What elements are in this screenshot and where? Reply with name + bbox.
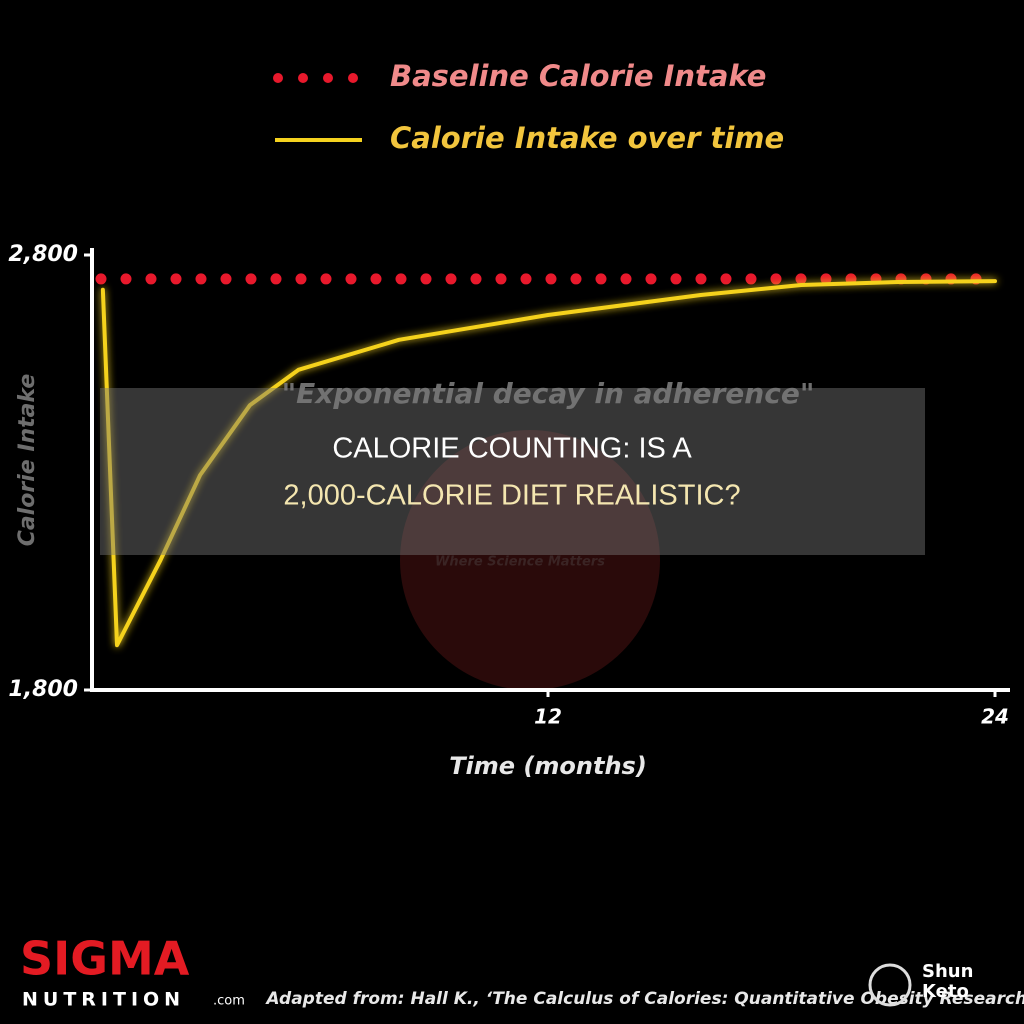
legend-label: Baseline Calorie Intake	[390, 59, 766, 93]
overlay-title: CALORIE COUNTING: IS A	[332, 433, 692, 465]
overlay-title: 2,000-CALORIE DIET REALISTIC?	[283, 480, 740, 512]
series-line	[100, 279, 997, 648]
y-tick-label: 2,800	[8, 242, 78, 267]
site-logo: Keto	[922, 981, 969, 1002]
plot: 1,800 2,800 12 24 Baseline Calorie Intake Cal…	[8, 59, 1010, 729]
brand-sub: NUTRITION	[22, 989, 185, 1011]
legend-label: Calorie Intake over time	[390, 121, 784, 155]
watermark-logo	[400, 430, 660, 690]
title-band	[100, 388, 925, 555]
source: Adapted from: Hall K., ‘The Calculus of …	[264, 989, 1024, 1009]
x-axis-label: Time (months)	[449, 752, 647, 780]
x-tick-label: 24	[981, 705, 1009, 729]
x-tick-label: 12	[534, 705, 562, 729]
brand-domain: .com	[213, 994, 245, 1009]
annotation: "Exponential decay in adherence"	[282, 377, 815, 410]
y-tick-label: 1,800	[8, 677, 78, 702]
site-logo-icon	[868, 963, 912, 1007]
brand-logo: SIGMA	[20, 932, 190, 986]
y-axis-label: Calorie Intake	[15, 374, 40, 547]
site-logo: Shun	[922, 961, 973, 982]
watermark: Where Science Matters	[435, 555, 605, 570]
